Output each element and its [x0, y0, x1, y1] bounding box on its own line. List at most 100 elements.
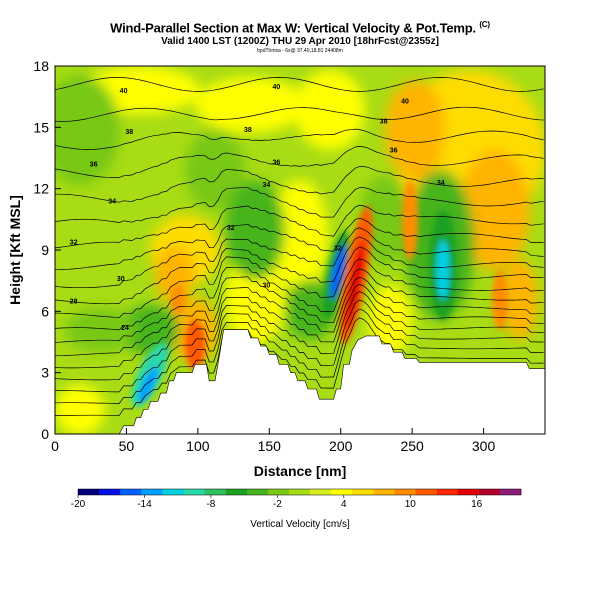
y-tick-label: 6 [41, 303, 49, 319]
colorbar-swatch [310, 489, 332, 495]
theta-contour-label: 34 [108, 198, 116, 205]
theta-contour-label: 32 [70, 239, 78, 246]
theta-contour-line [55, 128, 544, 150]
x-axis-label: Distance [nm] [254, 463, 347, 479]
colorbar-swatch [99, 489, 121, 495]
x-tick-label: 300 [472, 438, 496, 454]
colorbar-swatch [373, 489, 395, 495]
theta-contour-line [55, 236, 544, 305]
colorbar-tick-label: 4 [341, 499, 347, 510]
field-blob [185, 130, 245, 210]
colorbar-tick-label: 10 [405, 499, 417, 510]
colorbar-swatch [246, 489, 269, 495]
x-tick-label: 250 [400, 438, 424, 454]
theta-contour-line [55, 317, 544, 416]
chart-subtitle: Valid 1400 LST (1200Z) THU 29 Apr 2010 [… [161, 36, 439, 47]
field-blob [385, 80, 445, 180]
colorbar-tick-label: 16 [471, 499, 483, 510]
colorbar-swatch [436, 489, 459, 495]
theta-contour-label: 36 [90, 162, 98, 169]
x-tick-label: 150 [258, 438, 282, 454]
colorbar-frame [77, 488, 522, 496]
theta-contour-line [55, 227, 544, 289]
theta-contour-line [55, 291, 544, 381]
theta-contour-line [55, 217, 544, 271]
theta-contour-line [55, 77, 544, 92]
theta-contour-label: 40 [273, 84, 281, 91]
x-tick-label: 50 [119, 438, 135, 454]
theta-contour-line [55, 276, 544, 357]
chart-credit: bpdThmsa - 6x@ 37.40,18.81 24408m [257, 48, 343, 54]
theta-contour-label: 40 [401, 98, 409, 105]
colorbar-swatch [183, 489, 205, 495]
y-axis-label: Height [Kft MSL] [7, 195, 23, 305]
colorbar-swatch [78, 489, 100, 495]
colorbar-swatch [331, 489, 353, 495]
chart-title-text: Wind-Parallel Section at Max W: Vertical… [110, 20, 476, 36]
y-tick-label: 3 [41, 365, 49, 381]
colorbar-label: Vertical Velocity [cm/s] [250, 519, 350, 530]
colorbar-swatch [478, 489, 501, 495]
theta-contour-line [55, 246, 544, 318]
field-core [436, 240, 450, 300]
colorbar-swatch [457, 489, 480, 495]
theta-contour-line [55, 146, 544, 178]
field-blob [120, 305, 180, 355]
theta-contour-labels: 40 40 40 38 38 38 36 36 36 34 34 34 32 32 32 30 30 28 24 [70, 84, 445, 332]
theta-contour-label: 38 [125, 129, 133, 136]
theta-contour-line [55, 268, 544, 343]
theta-contour-line [55, 166, 544, 203]
theta-contour-label: 24 [121, 325, 129, 332]
theta-contour-label: 32 [334, 245, 342, 252]
theta-contour-line [55, 283, 544, 369]
theta-contour-label: 34 [263, 182, 271, 189]
theta-contour-label: 28 [70, 299, 78, 306]
y-axis: 0 3 6 9 12 15 18 [33, 58, 61, 442]
y-tick-label: 15 [33, 119, 49, 135]
colorbar: -20 -14 -8 -2 4 10 16 [71, 488, 522, 510]
theta-contour-line [55, 106, 544, 122]
theta-contour-label: 36 [273, 160, 281, 167]
x-tick-label: 200 [329, 438, 353, 454]
y-tick-label: 9 [41, 242, 49, 258]
theta-contour-label: 34 [437, 180, 445, 187]
theta-contour-label: 36 [390, 147, 398, 154]
field-core [402, 180, 418, 260]
colorbar-swatch [288, 489, 311, 495]
chart-title-mark: (C) [479, 20, 490, 29]
theta-contour-line [55, 308, 544, 404]
field-blob [272, 180, 328, 290]
field-core [171, 285, 185, 315]
y-tick-label: 18 [33, 58, 49, 74]
field-blob [295, 70, 365, 150]
colorbar-tick-label: -20 [71, 499, 86, 510]
colorbar-swatch [267, 489, 290, 495]
y-tick-label: 0 [41, 426, 49, 442]
theta-contour-label: 32 [227, 225, 235, 232]
colorbar-swatch [204, 489, 226, 495]
colorbar-swatch [352, 489, 374, 495]
field-core [345, 240, 365, 330]
theta-contour-label: 30 [117, 276, 125, 283]
x-tick-label: 0 [51, 438, 59, 454]
colorbar-swatch [394, 489, 416, 495]
field-blob [225, 180, 285, 280]
field-blob [155, 247, 195, 303]
terrain [55, 329, 546, 435]
colorbar-tick-label: -8 [206, 499, 215, 510]
x-tick-label: 100 [186, 438, 210, 454]
field-blob [195, 77, 305, 133]
field-blob [285, 280, 335, 340]
colorbar-tick-label: -14 [137, 499, 152, 510]
theta-contour-line [55, 205, 544, 249]
field-core [137, 366, 159, 404]
colorbar-swatch [141, 489, 163, 495]
field-core [185, 320, 205, 370]
field-blob [55, 75, 120, 185]
theta-contour-label: 38 [244, 127, 252, 134]
colorbar-swatch [120, 489, 142, 495]
theta-contours [55, 77, 544, 416]
colorbar-swatch [499, 489, 522, 495]
theta-contour-label: 38 [380, 119, 388, 126]
